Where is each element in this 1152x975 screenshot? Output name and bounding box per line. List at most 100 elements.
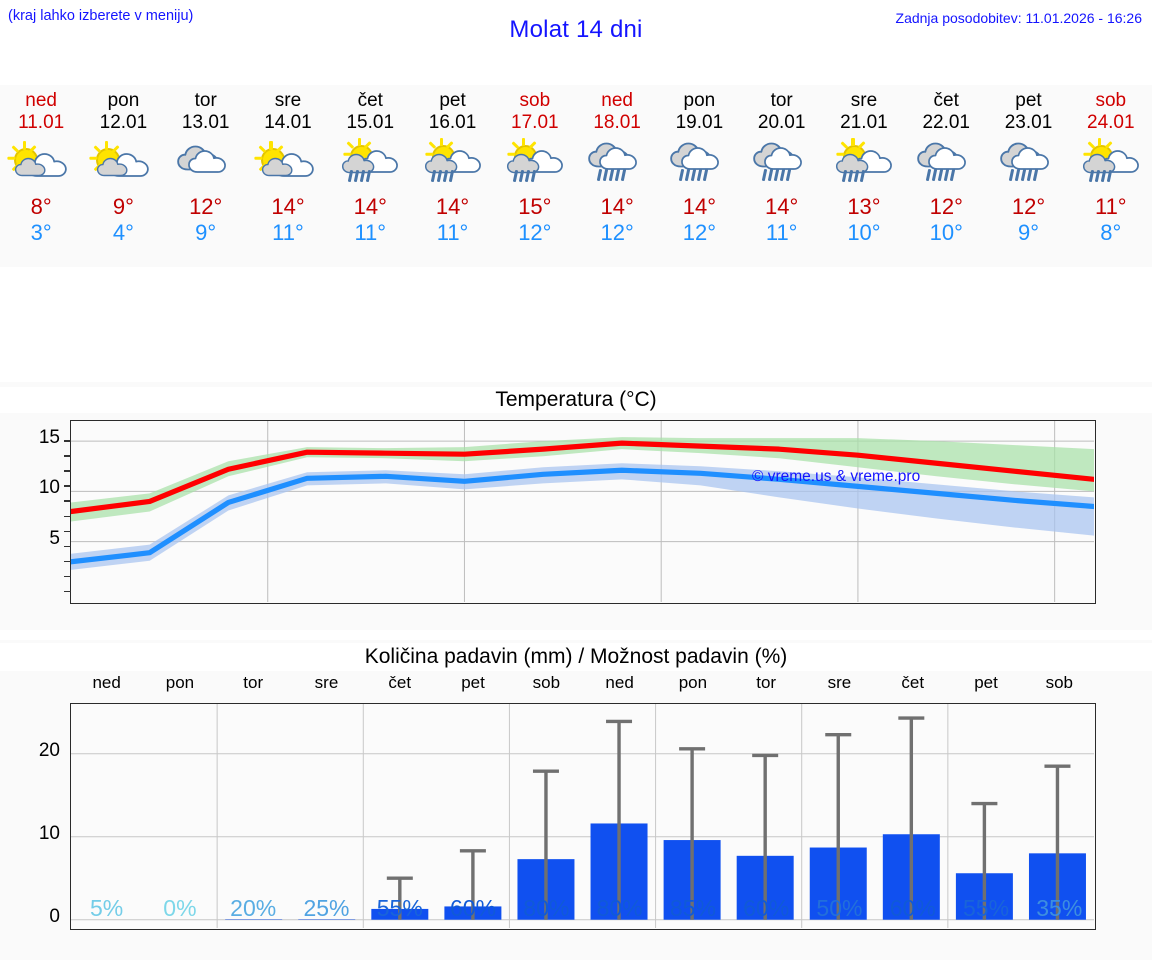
precipitation-day-label: čet	[388, 673, 412, 692]
temperature-y-tick	[64, 470, 71, 472]
day-max-temp: 14°	[600, 194, 634, 219]
day-column: tor 13.01 12° 9°	[165, 85, 247, 267]
day-name: pon	[683, 90, 716, 111]
precipitation-day-label: tor	[243, 673, 264, 692]
day-max-temp: 15°	[518, 194, 552, 219]
day-date: 12.01	[99, 112, 148, 133]
day-max-temp: 12°	[189, 194, 223, 219]
page-header: (kraj lahko izberete v meniju) Molat 14 …	[0, 0, 1152, 80]
precipitation-probability: 35%	[1036, 895, 1083, 921]
day-name: sre	[850, 90, 878, 111]
day-max-temp: 9°	[112, 194, 134, 219]
day-date: 15.01	[346, 112, 395, 133]
day-date: 22.01	[922, 112, 970, 133]
temperature-chart-title: Temperatura (°C)	[0, 387, 1152, 413]
day-min-temp: 10°	[929, 220, 963, 245]
day-name: sob	[519, 90, 551, 111]
day-name: čet	[933, 90, 959, 111]
precipitation-probability: 5%	[90, 895, 124, 921]
day-column: pon 19.01 14° 12°	[658, 85, 740, 267]
sun-cloud-rain-icon	[1070, 137, 1152, 188]
day-date: 23.01	[1004, 112, 1053, 133]
precipitation-y-tick-label: 0	[49, 905, 60, 927]
cloud-rain-icon	[905, 138, 987, 188]
temperature-y-tick-label: 5	[49, 527, 60, 549]
precipitation-probability: 80%	[596, 895, 643, 921]
precipitation-day-label: sob	[532, 673, 561, 692]
day-column: pon 12.01 9° 4°	[82, 85, 164, 267]
day-date: 14.01	[264, 112, 312, 133]
temperature-y-tick-label: 15	[38, 427, 60, 449]
day-date: 11.01	[18, 112, 65, 133]
cloud-rain-icon	[576, 138, 658, 188]
precipitation-y-tick-label: 10	[38, 822, 60, 844]
day-column: pet 16.01 14° 11°	[411, 85, 493, 267]
temperature-y-tick	[64, 590, 71, 593]
precipitation-probability: 0%	[163, 895, 197, 921]
precipitation-probability: 80%	[523, 895, 570, 921]
cloud-rain-icon	[988, 138, 1070, 188]
sun-cloud-icon	[0, 138, 82, 188]
day-column: ned 18.01 14° 12°	[576, 85, 658, 267]
day-name: pon	[107, 90, 140, 111]
sun-cloud-rain-icon	[823, 137, 905, 188]
day-column: čet 15.01 14° 11°	[329, 85, 411, 267]
sun-cloud-rain-icon	[412, 137, 494, 188]
precipitation-probability: 60%	[743, 895, 790, 921]
precipitation-probability-row: 5% 0% 20% 25% 55% 60% 80% 80% 85% 60% 50% 60% 55% 35%	[70, 895, 1096, 935]
precipitation-probability: 25%	[303, 895, 350, 921]
day-max-temp: 12°	[1011, 194, 1046, 219]
temperature-y-tick	[64, 560, 71, 563]
day-date: 19.01	[675, 112, 724, 133]
day-max-temp: 14°	[271, 194, 305, 219]
day-max-temp: 8°	[30, 194, 52, 219]
day-min-temp: 3°	[30, 220, 52, 245]
precipitation-chart-panel: Količina padavin (mm) / Možnost padavin …	[0, 640, 1152, 960]
temperature-y-tick	[64, 455, 71, 457]
day-min-temp: 12°	[682, 220, 717, 245]
temperature-plot-area	[70, 420, 1096, 604]
precipitation-probability: 20%	[230, 895, 277, 921]
precipitation-day-label: pet	[461, 673, 485, 692]
day-date: 17.01	[511, 112, 559, 133]
cloud-rain-icon	[658, 138, 740, 188]
sun-cloud-rain-icon	[329, 137, 411, 188]
day-date: 16.01	[428, 112, 477, 133]
cloud-rain-icon	[741, 138, 823, 188]
day-max-temp: 14°	[353, 194, 387, 219]
temperature-y-tick	[64, 440, 71, 442]
day-column: sre 14.01 14° 11°	[247, 85, 329, 267]
day-name: ned	[601, 90, 633, 111]
day-column: pet 23.01 12° 9°	[987, 85, 1069, 267]
day-max-temp: 14°	[765, 194, 799, 219]
temperature-y-tick-label: 10	[38, 477, 60, 499]
precipitation-probability: 60%	[889, 895, 936, 921]
day-max-temp: 14°	[682, 194, 717, 219]
temperature-y-tick	[64, 530, 71, 532]
day-column: sob 24.01 11° 8°	[1070, 85, 1152, 267]
temperature-y-tick	[64, 575, 71, 578]
day-min-temp: 11°	[765, 220, 798, 245]
copyright-label: © vreme.us & vreme.pro	[752, 468, 921, 485]
day-date: 20.01	[757, 112, 806, 133]
day-date: 18.01	[593, 112, 641, 133]
day-max-temp: 13°	[847, 194, 881, 219]
day-min-temp: 11°	[354, 220, 387, 245]
day-name: pet	[439, 90, 466, 111]
precipitation-probability: 60%	[450, 895, 497, 921]
day-name: ned	[25, 90, 57, 111]
precipitation-probability: 55%	[376, 895, 423, 921]
day-min-temp: 8°	[1100, 220, 1122, 245]
precipitation-plot-area	[70, 703, 1096, 930]
day-name: sre	[274, 90, 302, 111]
precipitation-day-label: sob	[1045, 673, 1073, 692]
sun-cloud-icon	[82, 138, 164, 188]
menu-hint: (kraj lahko izberete v meniju)	[8, 8, 194, 24]
day-date: 21.01	[840, 112, 888, 133]
temperature-chart-panel: Temperatura (°C) 5 10 15	[0, 382, 1152, 630]
day-min-temp: 12°	[518, 220, 552, 245]
day-name: tor	[194, 90, 217, 111]
temperature-y-tick	[64, 500, 71, 502]
temperature-y-tick	[64, 485, 71, 487]
day-name: pet	[1015, 90, 1042, 111]
